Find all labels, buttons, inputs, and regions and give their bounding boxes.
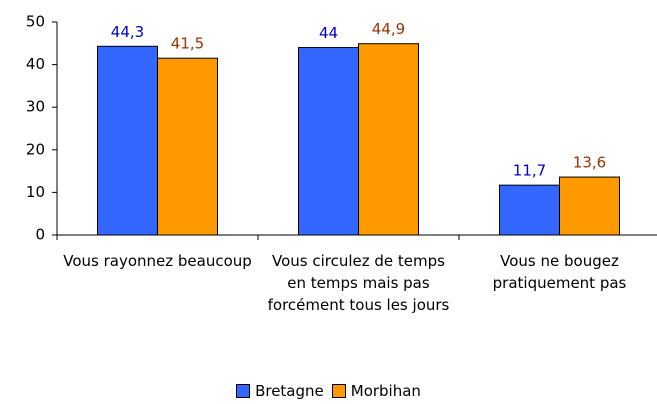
legend-item: Bretagne bbox=[236, 382, 324, 400]
legend-swatch bbox=[331, 384, 346, 398]
x-tick-label: Vous ne bougez pratiquement pas bbox=[492, 252, 627, 292]
legend-swatch bbox=[236, 384, 251, 398]
data-label: 44 bbox=[319, 24, 338, 42]
legend-item: Morbihan bbox=[331, 382, 421, 400]
y-tick-label: 40 bbox=[26, 55, 45, 73]
x-tick-label: Vous rayonnez beaucoup bbox=[63, 252, 252, 270]
y-tick-label: 10 bbox=[26, 183, 45, 201]
bar bbox=[358, 43, 419, 236]
y-tick-label: 20 bbox=[26, 140, 45, 158]
data-label: 41,5 bbox=[171, 35, 204, 53]
y-tick-label: 50 bbox=[26, 13, 45, 31]
bar bbox=[97, 45, 158, 236]
y-tick-label: 0 bbox=[35, 226, 45, 244]
bar bbox=[559, 176, 620, 236]
x-tick-label: Vous circulez de temps en temps mais pas… bbox=[267, 252, 450, 314]
data-label: 13,6 bbox=[573, 154, 606, 172]
legend-label: Morbihan bbox=[350, 382, 421, 400]
legend: Bretagne Morbihan bbox=[0, 382, 657, 402]
bar bbox=[298, 47, 359, 236]
data-label: 44,3 bbox=[111, 23, 144, 41]
bar bbox=[157, 57, 218, 236]
data-label: 11,7 bbox=[513, 162, 546, 180]
y-tick-label: 30 bbox=[26, 98, 45, 116]
bar bbox=[499, 184, 560, 236]
data-label: 44,9 bbox=[372, 20, 405, 38]
legend-label: Bretagne bbox=[255, 382, 324, 400]
